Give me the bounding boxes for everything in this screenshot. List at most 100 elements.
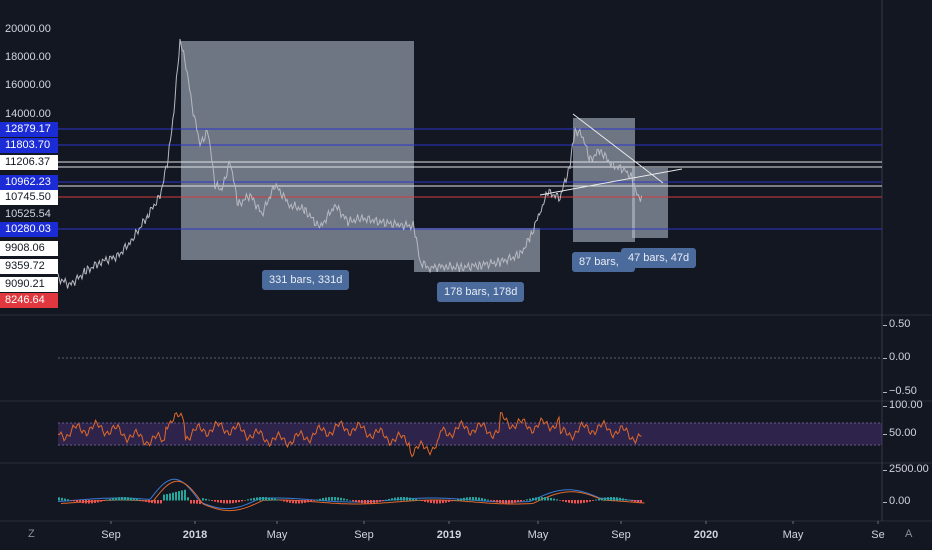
macd-histogram-bar — [124, 497, 126, 501]
macd-histogram-bar — [232, 500, 234, 504]
macd-histogram-bar — [580, 500, 582, 504]
macd-histogram-bar — [136, 499, 138, 501]
macd-histogram-bar — [409, 497, 411, 501]
macd-histogram-bar — [214, 500, 216, 502]
macd-histogram-bar — [556, 499, 558, 501]
macd-histogram-bar — [379, 500, 381, 502]
macd-histogram-bar — [307, 500, 309, 503]
measure-label-0: 331 bars, 331d — [262, 270, 350, 290]
macd-histogram-bar — [589, 500, 591, 502]
macd-histogram-bar — [79, 500, 81, 503]
macd-histogram-bar — [553, 498, 555, 501]
macd-histogram-bar — [241, 500, 243, 502]
x-tick-label: May — [782, 529, 804, 541]
macd-histogram-bar — [604, 497, 606, 501]
macd-axis-label: 0.00 — [882, 495, 911, 507]
macd-histogram-bar — [421, 500, 423, 502]
price-label-7: 10962.23 — [0, 175, 58, 190]
price-label-8: 10745.50 — [0, 190, 58, 205]
macd-histogram-bar — [106, 499, 108, 501]
macd-histogram-bar — [172, 492, 174, 501]
macd-histogram-bar — [505, 500, 507, 504]
macd-histogram-bar — [328, 497, 330, 501]
macd-histogram-bar — [160, 500, 162, 504]
macd-histogram-bar — [586, 500, 588, 503]
macd-histogram-bar — [205, 498, 207, 501]
macd-histogram-bar — [256, 497, 258, 501]
macd-histogram-bar — [229, 500, 231, 504]
macd-histogram-bar — [445, 500, 447, 503]
macd-histogram-bar — [373, 500, 375, 504]
macd-histogram-bar — [439, 500, 441, 504]
macd-histogram-bar — [382, 500, 384, 502]
macd-histogram-bar — [544, 497, 546, 501]
macd-axis-label: 2500.00 — [883, 463, 929, 475]
measure-box-178 — [414, 228, 540, 272]
measure-label-2: 87 bars, 8 — [572, 252, 635, 272]
macd-histogram-bar — [340, 497, 342, 501]
macd-histogram-bar — [298, 500, 300, 504]
macd-histogram-bar — [622, 498, 624, 501]
macd-histogram-bar — [595, 499, 597, 501]
macd-histogram-bar — [547, 497, 549, 501]
price-label-6: 11206.37 — [0, 155, 58, 170]
macd-histogram-bar — [97, 500, 99, 503]
macd-histogram-bar — [187, 497, 189, 501]
macd-histogram-bar — [280, 500, 282, 501]
price-label-11: 9908.06 — [0, 241, 58, 256]
macd-histogram-bar — [109, 498, 111, 501]
macd-histogram-bar — [100, 500, 102, 502]
measure-label-3: 47 bars, 47d — [621, 248, 697, 268]
macd-histogram-bar — [304, 500, 306, 503]
price-label-12: 9359.72 — [0, 259, 58, 274]
macd-histogram-bar — [325, 497, 327, 501]
price-label-13: 9090.21 — [0, 277, 58, 292]
macd-histogram-bar — [169, 493, 171, 501]
macd-histogram-bar — [289, 500, 291, 503]
macd-histogram-bar — [448, 500, 450, 502]
macd-histogram-bar — [58, 497, 60, 501]
macd-histogram-bar — [277, 499, 279, 501]
macd-histogram-bar — [220, 500, 222, 503]
macd-histogram-bar — [235, 500, 237, 503]
price-label-4: 12879.17 — [0, 122, 58, 137]
macd-histogram-bar — [250, 498, 252, 501]
macd-histogram-bar — [316, 499, 318, 501]
macd-histogram-bar — [406, 497, 408, 501]
macd-histogram-bar — [265, 497, 267, 501]
rsi-axis-label: 100.00 — [883, 399, 923, 411]
rsi-axis-label: 50.00 — [883, 427, 917, 439]
macd-histogram-bar — [238, 500, 240, 503]
price-label-2: 16000.00 — [5, 79, 51, 91]
macd-histogram-bar — [142, 500, 144, 502]
timezone-icon[interactable]: Z — [28, 528, 35, 540]
x-tick-label: May — [266, 529, 288, 541]
macd-histogram-bar — [196, 500, 198, 504]
macd-histogram-bar — [343, 498, 345, 501]
macd-histogram-bar — [271, 497, 273, 501]
macd-histogram-bar — [487, 499, 489, 501]
macd-histogram-bar — [91, 500, 93, 504]
macd-histogram-bar — [334, 497, 336, 501]
macd-histogram-bar — [577, 500, 579, 504]
macd-histogram-bar — [454, 499, 456, 501]
macd-histogram-bar — [613, 497, 615, 501]
macd-histogram-bar — [517, 500, 519, 503]
macd-histogram-bar — [526, 499, 528, 501]
macd-histogram-bar — [313, 500, 315, 501]
price-label-10: 10280.03 — [0, 222, 58, 237]
rsi-line — [57, 411, 642, 458]
macd-histogram-bar — [628, 499, 630, 501]
macd-histogram-bar — [640, 500, 642, 504]
macd-histogram-bar — [259, 497, 261, 501]
macd-histogram-bar — [346, 499, 348, 501]
macd-histogram-bar — [457, 499, 459, 501]
auto-scale-button[interactable]: A — [905, 528, 913, 540]
price-label-5: 11803.70 — [0, 138, 58, 153]
macd-histogram-bar — [349, 499, 351, 501]
macd-histogram-bar — [469, 497, 471, 501]
macd-histogram-bar — [565, 500, 567, 503]
macd-histogram-bar — [490, 500, 492, 501]
